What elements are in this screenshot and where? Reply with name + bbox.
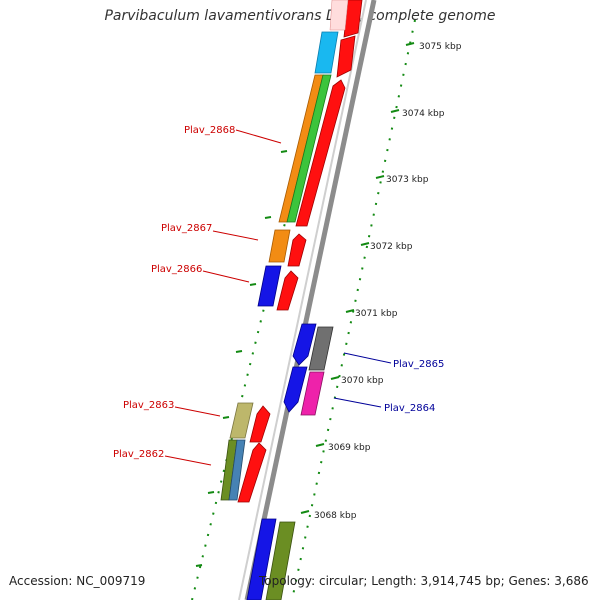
- label-plav-2868[interactable]: Plav_2868: [184, 125, 235, 136]
- feature-top-red-right[interactable]: [336, 0, 363, 78]
- feature-plav-2862-steel[interactable]: [228, 439, 246, 501]
- map-title: Parvibaculum lavamentivorans DS-1, compl…: [104, 8, 496, 24]
- label-plav-2863[interactable]: Plav_2863: [123, 400, 174, 411]
- feature-bottom-blue[interactable]: [246, 518, 277, 600]
- feature-top-cyan[interactable]: [314, 31, 339, 74]
- feature-plav-2866-blue[interactable]: [257, 265, 282, 307]
- feature-plav-2865-gray[interactable]: [308, 326, 334, 371]
- leader-plav-2867: [212, 230, 259, 241]
- leader-plav-2863: [174, 406, 221, 417]
- inner-ring-dashes: [195, 150, 288, 567]
- genome-backbone: [238, 0, 377, 600]
- leader-plav-2865: [343, 352, 392, 364]
- leader-plav-2864: [333, 397, 382, 408]
- gene-labels: Plav_2868 Plav_2867 Plav_2866 Plav_2865 …: [113, 125, 444, 466]
- feature-plav-2863-khaki[interactable]: [229, 402, 254, 439]
- tick-label-3072: 3072 kbp: [370, 242, 413, 252]
- feature-plav-2867-orange[interactable]: [268, 229, 291, 263]
- feature-plav-2867-red[interactable]: [287, 233, 307, 267]
- tick-label-3069: 3069 kbp: [328, 443, 371, 453]
- feature-plav-2862-red[interactable]: [237, 442, 267, 503]
- tick-label-3074: 3074 kbp: [402, 109, 445, 119]
- leader-plav-2868: [235, 129, 282, 144]
- feature-plav-2864-blue[interactable]: [283, 366, 308, 413]
- feature-plav-2868-red-plus[interactable]: [295, 79, 346, 227]
- feature-plav-2865-blue[interactable]: [292, 323, 317, 366]
- label-plav-2866[interactable]: Plav_2866: [151, 264, 202, 275]
- tick-label-3068: 3068 kbp: [314, 511, 357, 521]
- feature-bottom-olive[interactable]: [265, 521, 296, 600]
- tick-label-3070: 3070 kbp: [341, 376, 384, 386]
- feature-top-pink[interactable]: [329, 0, 349, 31]
- scale-ticks: [300, 42, 415, 514]
- label-plav-2862[interactable]: Plav_2862: [113, 449, 164, 460]
- accession-text: Accession: NC_009719: [9, 574, 146, 588]
- label-plav-2867[interactable]: Plav_2867: [161, 223, 212, 234]
- scale-tick-labels: 3075 kbp 3074 kbp 3073 kbp 3072 kbp 3071…: [314, 42, 462, 521]
- tick-label-3075: 3075 kbp: [419, 42, 462, 52]
- label-plav-2865[interactable]: Plav_2865: [393, 359, 444, 370]
- label-plav-2864[interactable]: Plav_2864: [384, 403, 435, 414]
- feature-plav-2864-magenta[interactable]: [300, 371, 325, 416]
- tick-label-3071: 3071 kbp: [355, 309, 398, 319]
- leader-plav-2862: [164, 455, 212, 466]
- topology-text: Topology: circular; Length: 3,914,745 bp…: [259, 574, 589, 588]
- leader-plav-2866: [202, 270, 250, 283]
- feature-plav-2868-green[interactable]: [286, 74, 332, 223]
- feature-plav-2863-red[interactable]: [249, 405, 271, 443]
- feature-plav-2866-red[interactable]: [276, 270, 299, 311]
- tick-label-3073: 3073 kbp: [386, 175, 429, 185]
